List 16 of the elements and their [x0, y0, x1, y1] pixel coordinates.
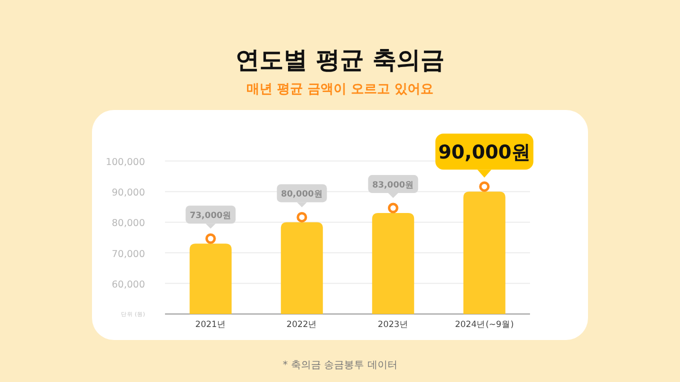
data-label: 90,000원: [438, 142, 531, 164]
x-tick-label: 2022년: [286, 320, 318, 330]
x-tick-label: 2024년(~9월): [454, 320, 514, 330]
data-label: 83,000원: [372, 180, 414, 191]
text: * 축의금 송금봉투 데이터: [282, 360, 398, 371]
x-tick-label: 2023년: [378, 320, 408, 330]
chart-subtitle: 매년 평균 금액이 오르고 있어요: [246, 82, 434, 97]
y-tick-label: 100,000: [106, 157, 145, 168]
data-label: 80,000원: [280, 190, 323, 200]
x-tick-label: 2021년: [195, 320, 226, 330]
y-tick-label: 60,000: [112, 279, 145, 290]
y-tick-label: 70,000: [112, 248, 145, 260]
data-label: 73,000원: [190, 211, 232, 222]
y-tick-label: 90,000: [112, 188, 145, 199]
chart-title: 연도별 평균 축의금: [236, 46, 444, 74]
y-tick-label: 80,000: [112, 218, 145, 230]
